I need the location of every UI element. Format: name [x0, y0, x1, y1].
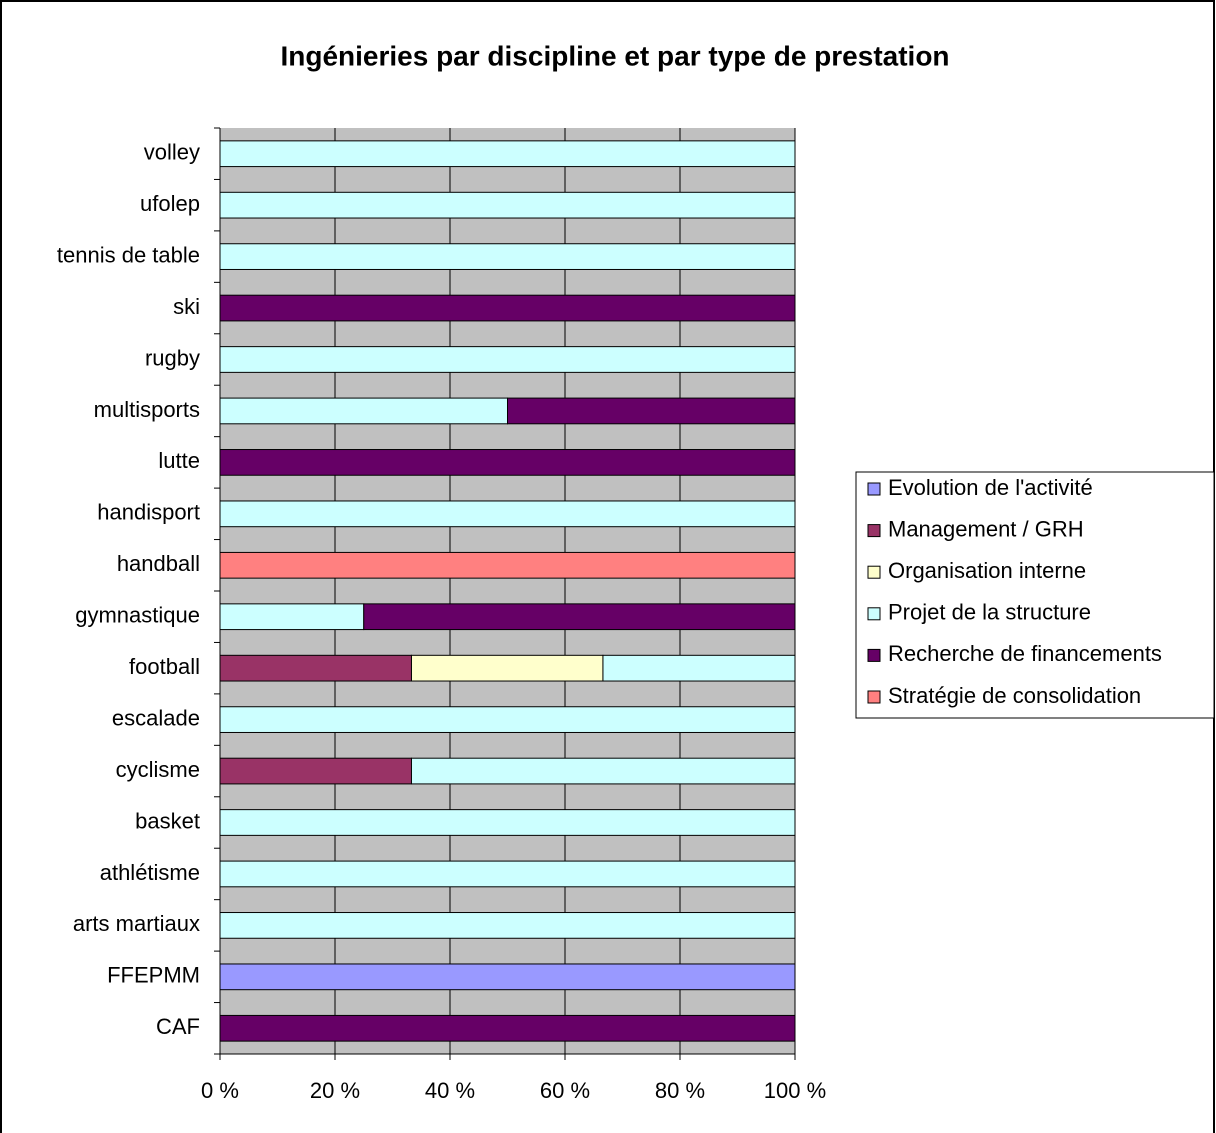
legend-label: Projet de la structure [888, 600, 1091, 625]
y-tick-label: ski [173, 294, 200, 319]
y-tick-label: basket [135, 808, 200, 833]
legend-box [855, 471, 1215, 719]
bar-segment [219, 140, 796, 168]
y-tick-label: CAF [156, 1014, 200, 1039]
bar-segment [219, 603, 365, 631]
bar-segment [219, 191, 796, 219]
y-tick-label: handball [117, 551, 200, 576]
plot-area [220, 128, 795, 1054]
bar-segment [219, 346, 796, 373]
bar-segment [602, 654, 796, 682]
bar-segment [219, 757, 412, 785]
x-tick-label: 80 % [655, 1078, 705, 1103]
legend-swatch [867, 565, 881, 579]
bar-segment [219, 243, 796, 270]
x-tick-label: 0 % [201, 1078, 239, 1103]
y-tick-label: lutte [158, 448, 200, 473]
y-tick-label: handisport [97, 500, 200, 525]
bar-segment [219, 449, 796, 476]
x-tick-label: 60 % [540, 1078, 590, 1103]
bar-segment [219, 500, 796, 528]
bar-segment [219, 706, 796, 733]
y-tick-label: tennis de table [57, 242, 200, 267]
bar-segment [410, 757, 796, 785]
y-tick-label: FFEPMM [107, 963, 200, 988]
bar-segment [219, 551, 796, 579]
legend-label: Recherche de financements [888, 641, 1162, 666]
legend-label: Stratégie de consolidation [888, 683, 1141, 708]
y-tick-label: arts martiaux [73, 911, 200, 936]
legend-swatch [867, 482, 881, 496]
y-tick-label: football [129, 654, 200, 679]
bar-segment [219, 654, 412, 682]
legend-swatch [867, 648, 881, 662]
bar-segment [363, 603, 796, 631]
bar-segment [410, 654, 604, 682]
bar-segment [219, 963, 796, 991]
bar-segment [219, 1014, 796, 1042]
bar-segment [219, 397, 508, 425]
legend-swatch [867, 690, 881, 704]
bar-segment [507, 397, 796, 425]
x-tick-label: 40 % [425, 1078, 475, 1103]
legend-swatch [867, 524, 881, 538]
x-tick-label: 20 % [310, 1078, 360, 1103]
bar-segment [219, 809, 796, 836]
legend-swatch [867, 607, 881, 621]
legend-label: Organisation interne [888, 558, 1086, 583]
y-tick-label: ufolep [140, 191, 200, 216]
legend-label: Management / GRH [888, 516, 1084, 541]
chart-title: Ingénieries par discipline et par type d… [280, 40, 949, 71]
y-tick-label: cyclisme [116, 757, 200, 782]
y-tick-label: multisports [94, 397, 200, 422]
y-tick-label: escalade [112, 705, 200, 730]
bar-segment [219, 294, 796, 322]
y-tick-label: volley [144, 140, 200, 165]
bar-segment [219, 860, 796, 888]
y-tick-label: gymnastique [75, 603, 200, 628]
bar-segment [219, 912, 796, 939]
legend-label: Evolution de l'activité [888, 475, 1093, 500]
x-tick-label: 100 % [764, 1078, 826, 1103]
y-tick-label: athlétisme [100, 860, 200, 885]
y-tick-label: rugby [145, 345, 200, 370]
